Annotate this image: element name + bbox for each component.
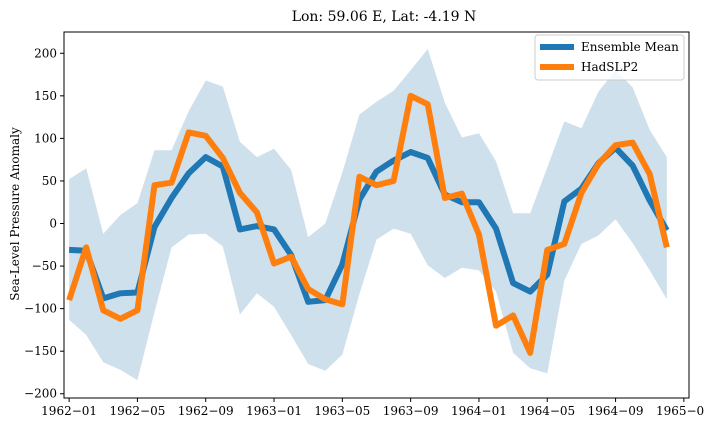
series-line-1 <box>66 92 670 356</box>
legend: Ensemble Mean HadSLP2 <box>534 34 685 81</box>
series-line-0 <box>68 144 670 305</box>
x-tick-label: 1965−01 <box>656 404 705 418</box>
x-tick-label: 1964−01 <box>451 404 507 418</box>
ensemble-spread-band <box>69 49 667 381</box>
y-tick-label: 100 <box>34 131 57 145</box>
legend-label-0: Ensemble Mean <box>581 40 679 54</box>
y-tick-label: 50 <box>42 174 57 188</box>
plot-area <box>66 49 670 381</box>
x-tick-label: 1963−09 <box>383 404 439 418</box>
legend-label-1: HadSLP2 <box>581 60 638 74</box>
x-tick-label: 1964−09 <box>588 404 644 418</box>
x-tick-label: 1962−05 <box>109 404 165 418</box>
y-tick-label: −100 <box>24 302 57 316</box>
y-tick-label: −150 <box>24 344 57 358</box>
y-tick-label: 200 <box>34 46 57 60</box>
x-tick-label: 1963−05 <box>314 404 370 418</box>
x-tick-label: 1964−05 <box>519 404 575 418</box>
y-tick-label: 150 <box>34 89 57 103</box>
axes-frame <box>63 31 690 399</box>
y-tick-label: −50 <box>32 259 57 273</box>
y-tick-label: −200 <box>24 387 57 401</box>
x-tick-label: 1962−09 <box>178 404 234 418</box>
x-tick-label: 1963−01 <box>246 404 302 418</box>
x-tick-label: 1962−01 <box>41 404 97 418</box>
chart-title: Lon: 59.06 E, Lat: -4.19 N <box>292 9 477 25</box>
axes: 1962−01 1962−05 1962−09 1963−01 1963−05 1963−… <box>24 31 705 418</box>
y-axis-label: Sea-Level Pressure Anomaly <box>8 127 22 301</box>
y-tick-label: 0 <box>49 217 57 231</box>
